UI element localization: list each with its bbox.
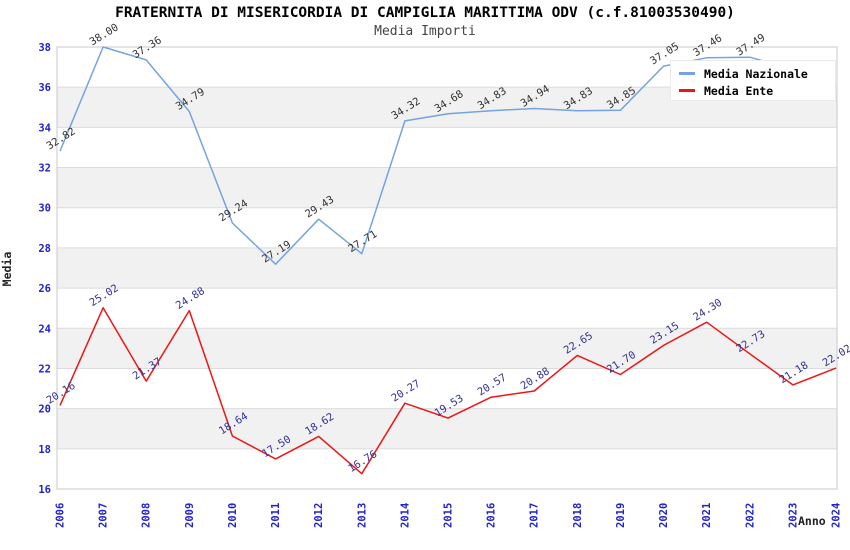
y-tick-label: 36 [38, 82, 51, 94]
plot-border [56, 46, 838, 490]
x-tick-label: 2011 [270, 503, 282, 528]
x-tick-label: 2006 [55, 503, 67, 528]
legend-line-swatch-icon [679, 89, 695, 92]
y-tick-label: 26 [38, 283, 51, 295]
y-axis-title: Media [0, 251, 14, 287]
x-tick-label: 2007 [98, 503, 110, 528]
plot-band [57, 247, 837, 289]
x-tick-label: 2020 [658, 503, 670, 528]
plot-band [57, 408, 837, 449]
y-tick-label: 20 [38, 404, 51, 416]
x-tick-label: 2016 [486, 503, 498, 528]
x-tick-label: 2008 [141, 503, 153, 528]
x-tick-label: 2010 [227, 503, 239, 528]
y-tick-label: 28 [38, 243, 51, 255]
point-label: 24.88 [174, 285, 207, 312]
x-tick-label: 2019 [615, 503, 627, 528]
y-tick-label: 38 [38, 42, 51, 54]
legend-line-swatch-icon [679, 72, 695, 75]
y-tick-label: 34 [38, 122, 51, 134]
x-tick-label: 2024 [831, 503, 843, 528]
legend-item-label: Media Ente [704, 83, 774, 98]
legend-item-label: Media Nazionale [704, 66, 808, 81]
x-tick-label: 2009 [184, 503, 196, 528]
y-tick-label: 22 [38, 363, 51, 375]
y-tick-label: 16 [38, 484, 51, 496]
series-line-media-nazionale [59, 46, 836, 265]
y-tick-label: 18 [38, 444, 51, 456]
x-tick-label: 2021 [701, 503, 713, 528]
series-line-media-ente [59, 307, 837, 475]
legend: Media Nazionale Media Ente [670, 60, 836, 101]
x-tick-label: 2012 [313, 503, 325, 528]
legend-item-media-ente: Media Ente [671, 82, 835, 99]
chart-subtitle: Media Importi [374, 24, 476, 39]
x-tick-label: 2014 [399, 503, 411, 528]
point-label: 20.57 [476, 372, 509, 399]
x-tick-label: 2022 [744, 503, 756, 528]
plot-band [57, 328, 837, 369]
x-tick-label: 2018 [572, 503, 584, 528]
x-tick-label: 2015 [443, 503, 455, 528]
x-axis-title: Anno [798, 514, 826, 528]
y-tick-label: 24 [38, 323, 51, 335]
x-tick-label: 2017 [529, 503, 541, 528]
legend-item-media-nazionale: Media Nazionale [671, 65, 835, 82]
point-label: 24.30 [691, 297, 724, 324]
point-label: 20.27 [389, 378, 422, 405]
x-tick-label: 2013 [356, 503, 368, 528]
chart-title: FRATERNITA DI MISERICORDIA DI CAMPIGLIA … [115, 5, 735, 21]
x-tick-label: 2023 [787, 503, 799, 528]
y-tick-label: 30 [38, 203, 51, 215]
plot-band [57, 167, 837, 208]
y-tick-label: 32 [38, 163, 51, 175]
point-label: 20.88 [519, 365, 552, 392]
